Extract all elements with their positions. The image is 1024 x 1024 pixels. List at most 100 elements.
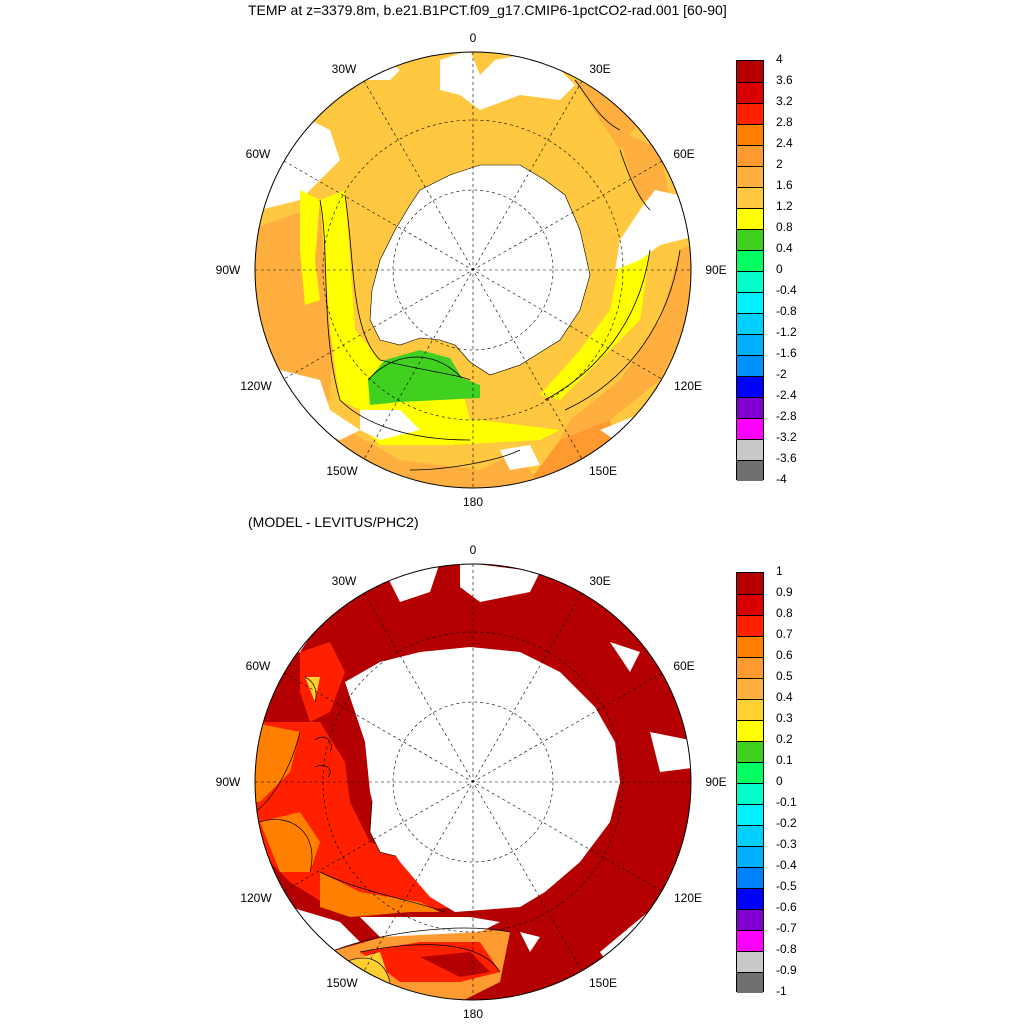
- colorbar-tick-label: 0.8: [776, 220, 793, 234]
- lon-label: 120E: [674, 379, 702, 393]
- colorbar-swatch: [737, 82, 763, 103]
- colorbar-tick-label: -0.4: [776, 283, 797, 297]
- colorbar-swatch: [737, 846, 763, 867]
- colorbar-swatches-bottom: [736, 572, 764, 993]
- colorbar-swatch: [737, 313, 763, 334]
- colorbar-tick-label: 0: [776, 774, 783, 788]
- lon-label: 150E: [589, 464, 617, 478]
- colorbar-tick-label: -1.6: [776, 346, 797, 360]
- lon-label: 90E: [705, 775, 726, 789]
- colorbar-swatch: [737, 678, 763, 699]
- colorbar-tick-label: 2: [776, 157, 783, 171]
- lon-label: 90W: [216, 775, 241, 789]
- colorbar-tick-label: 0.1: [776, 753, 793, 767]
- colorbar-swatch: [737, 762, 763, 783]
- colorbar-tick-label: 3.6: [776, 73, 793, 87]
- colorbar-swatch: [737, 124, 763, 145]
- lon-label: 90E: [705, 263, 726, 277]
- lon-label: 30W: [332, 62, 357, 76]
- colorbar-swatch: [737, 783, 763, 804]
- colorbar-tick-label: 0.6: [776, 648, 793, 662]
- colorbar-swatch: [737, 573, 763, 594]
- longitude-labels-bottom: 0 30E 60E 90E 120E 150E 180 150W 120W 90…: [216, 543, 727, 1021]
- map-panel-top: 0 30E 60E 90E 120E 150E 180 150W 120W 90…: [216, 31, 727, 509]
- colorbar-tick-label: -3.6: [776, 451, 797, 465]
- colorbar-tick-label: -1.2: [776, 325, 797, 339]
- graticule-bottom: [255, 564, 691, 1000]
- colorbar-swatch: [737, 972, 763, 993]
- contour-lines-bottom: [255, 676, 511, 983]
- colorbar-tick-label: 0.9: [776, 585, 793, 599]
- lon-label: 0: [470, 31, 477, 45]
- colorbar-tick-label: -2.8: [776, 409, 797, 423]
- colorbar-swatch: [737, 888, 763, 909]
- lon-label: 90W: [216, 263, 241, 277]
- colorbar-tick-label: -0.4: [776, 858, 797, 872]
- colorbar-tick-label: 0.8: [776, 606, 793, 620]
- colorbar-tick-label: -2.4: [776, 388, 797, 402]
- colorbar-tick-label: 3.2: [776, 94, 793, 108]
- lon-label: 180: [463, 1007, 483, 1021]
- colorbar-tick-label: 2.8: [776, 115, 793, 129]
- colorbar-swatch: [737, 208, 763, 229]
- lon-label: 150E: [589, 976, 617, 990]
- colorbar-tick-label: -0.8: [776, 942, 797, 956]
- longitude-labels-top: 0 30E 60E 90E 120E 150E 180 150W 120W 90…: [216, 31, 727, 509]
- colorbar-swatch: [737, 909, 763, 930]
- colorbar-swatch: [737, 699, 763, 720]
- colorbar-tick-label: 0.5: [776, 669, 793, 683]
- colorbar-swatch: [737, 61, 763, 82]
- map-boundary-top: [254, 51, 692, 489]
- colorbar-swatch: [737, 334, 763, 355]
- colorbar-swatch: [737, 867, 763, 888]
- colorbar-swatch: [737, 439, 763, 460]
- lon-label: 120E: [674, 891, 702, 905]
- colorbar-tick-label: 0: [776, 262, 783, 276]
- lon-label: 0: [470, 543, 477, 557]
- colorbar-tick-label: 0.2: [776, 732, 793, 746]
- graticule-top: [255, 52, 691, 488]
- colorbar-tick-label: 0.4: [776, 690, 793, 704]
- lon-label: 180: [463, 495, 483, 509]
- colorbar-swatch: [737, 292, 763, 313]
- colorbar-tick-label: 0.4: [776, 241, 793, 255]
- colorbar-swatch: [737, 951, 763, 972]
- colorbar-tick-label: 1.2: [776, 199, 793, 213]
- colorbar-tick-label: -0.7: [776, 921, 797, 935]
- colorbar-swatch: [737, 166, 763, 187]
- colorbar-tick-label: 1: [776, 564, 783, 578]
- lon-label: 150W: [326, 976, 358, 990]
- colorbar-tick-label: 2.4: [776, 136, 793, 150]
- colorbar-swatch: [737, 804, 763, 825]
- colorbar-swatch: [737, 250, 763, 271]
- colorbar-swatch: [737, 741, 763, 762]
- lon-label: 120W: [240, 891, 272, 905]
- map-panel-bottom: 0 30E 60E 90E 120E 150E 180 150W 120W 90…: [216, 543, 727, 1021]
- colorbar-tick-label: 0.3: [776, 711, 793, 725]
- lon-label: 60W: [246, 659, 271, 673]
- colorbar-tick-label: -0.9: [776, 963, 797, 977]
- colorbar-tick-label: -0.6: [776, 900, 797, 914]
- lon-label: 60E: [673, 659, 694, 673]
- colorbar-swatch: [737, 657, 763, 678]
- colorbar-swatch: [737, 930, 763, 951]
- colorbar-swatch: [737, 271, 763, 292]
- colorbar-swatch: [737, 187, 763, 208]
- colorbar-tick-label: -1: [776, 984, 787, 998]
- lon-label: 60E: [673, 147, 694, 161]
- colorbar-tick-label: 4: [776, 52, 783, 66]
- colorbar-tick-label: -0.3: [776, 837, 797, 851]
- colorbar-tick-label: 0.7: [776, 627, 793, 641]
- map-boundary-bottom: [254, 563, 692, 1001]
- colorbar-swatch: [737, 636, 763, 657]
- panel-title-bottom: (MODEL - LEVITUS/PHC2): [248, 514, 419, 530]
- colorbar-swatch: [737, 229, 763, 250]
- colorbar-swatch: [737, 103, 763, 124]
- colorbar-tick-label: -3.2: [776, 430, 797, 444]
- colorbar-swatches-top: [736, 60, 764, 481]
- lon-label: 30E: [589, 62, 610, 76]
- lon-label: 30W: [332, 574, 357, 588]
- colorbar-swatch: [737, 376, 763, 397]
- colorbar-swatch: [737, 720, 763, 741]
- panel-title-top: TEMP at z=3379.8m, b.e21.B1PCT.f09_g17.C…: [248, 2, 727, 18]
